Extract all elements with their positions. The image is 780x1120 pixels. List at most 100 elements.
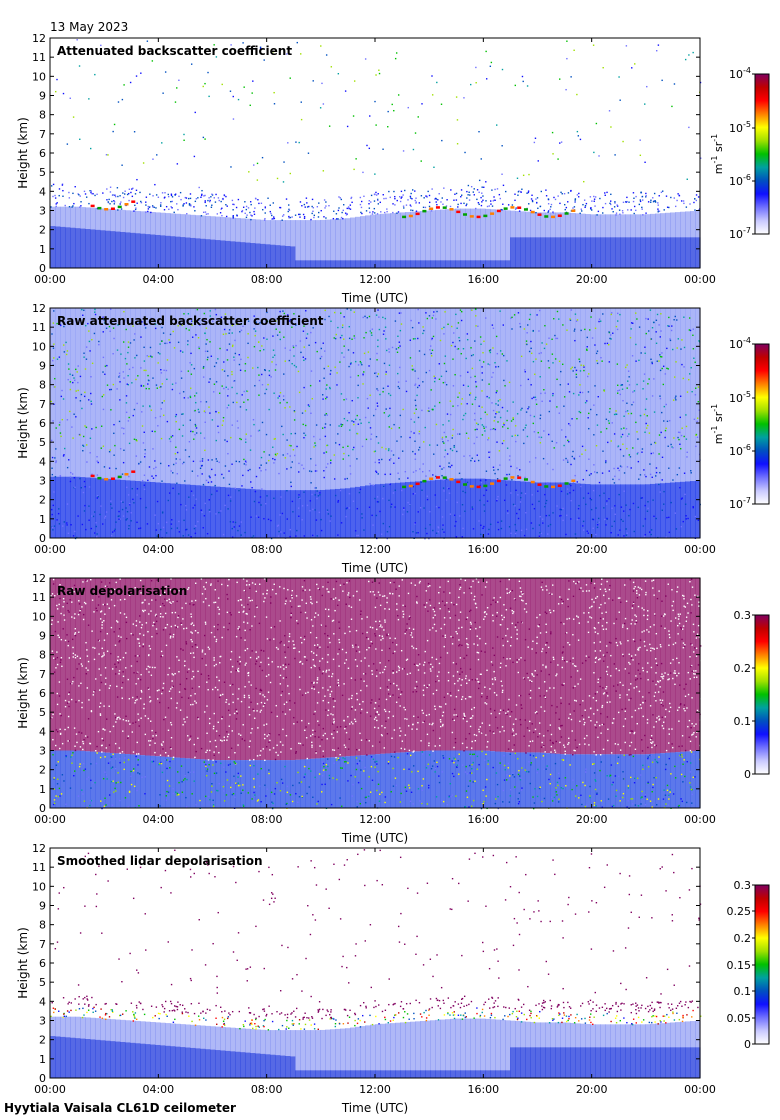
y-axis-label: Height (km) bbox=[16, 387, 30, 458]
colorbar-tick-label: 0.15 bbox=[727, 959, 752, 972]
x-tick-label: 00:00 bbox=[684, 273, 716, 286]
x-tick-label: 16:00 bbox=[467, 1083, 499, 1096]
plot-title: Raw depolarisation bbox=[57, 584, 187, 598]
y-tick-label: 3 bbox=[39, 745, 46, 758]
y-tick-label: 11 bbox=[32, 321, 46, 334]
cloud-layer-mark bbox=[530, 210, 535, 214]
cloud-layer-mark bbox=[476, 485, 481, 489]
y-tick-label: 5 bbox=[39, 706, 46, 719]
y-tick-label: 4 bbox=[39, 185, 46, 198]
plot-title: Attenuated backscatter coefficient bbox=[57, 44, 292, 58]
y-tick-label: 0 bbox=[39, 532, 46, 545]
x-tick-label: 16:00 bbox=[467, 543, 499, 556]
cloud-layer-mark bbox=[503, 207, 508, 210]
heatmap-field bbox=[50, 38, 702, 268]
y-tick-label: 3 bbox=[39, 475, 46, 488]
x-tick-label: 16:00 bbox=[467, 273, 499, 286]
panel-smoothed-depolarisation: Smoothed lidar depolarisation 0 1 2 3 4 5 6 7 8 9 1… bbox=[0, 842, 780, 1118]
y-tick-label: 6 bbox=[39, 147, 46, 160]
x-axis-label: Time (UTC) bbox=[341, 561, 408, 575]
x-tick-label: 12:00 bbox=[359, 813, 391, 826]
cloud-layer-mark bbox=[510, 206, 515, 209]
y-tick-label: 4 bbox=[39, 995, 46, 1008]
cloud-layer-mark bbox=[523, 478, 528, 481]
y-tick-label: 4 bbox=[39, 455, 46, 468]
x-tick-label: 00:00 bbox=[34, 543, 66, 556]
x-tick-label: 00:00 bbox=[684, 813, 716, 826]
y-tick-label: 8 bbox=[39, 919, 46, 932]
cloud-layer-mark bbox=[110, 207, 115, 211]
heatmap-field bbox=[50, 308, 701, 540]
y-tick-label: 1 bbox=[39, 783, 46, 796]
cloud-layer-mark bbox=[557, 484, 562, 488]
colorbar-tick-label: 0 bbox=[744, 768, 751, 781]
y-tick-label: 9 bbox=[39, 900, 46, 913]
colorbar-tick-label: 10-6 bbox=[729, 173, 751, 188]
colorbar-unit-label: m-1 sr-1 bbox=[710, 404, 725, 444]
colorbar bbox=[754, 884, 770, 1045]
colorbar bbox=[754, 343, 770, 505]
cloud-layer-mark bbox=[422, 479, 427, 483]
y-tick-label: 5 bbox=[39, 976, 46, 989]
cloud-layer-mark bbox=[537, 213, 542, 216]
cloud-layer-mark bbox=[131, 470, 136, 473]
x-tick-label: 04:00 bbox=[142, 1083, 174, 1096]
y-tick-label: 1 bbox=[39, 1053, 46, 1066]
cloud-layer-mark bbox=[124, 203, 129, 206]
x-tick-label: 00:00 bbox=[34, 1083, 66, 1096]
colorbar-tick-label: 10-5 bbox=[729, 120, 751, 135]
y-tick-label: 12 bbox=[32, 842, 46, 855]
cloud-layer-mark bbox=[503, 477, 508, 480]
cloud-layer-mark bbox=[442, 476, 447, 479]
cloud-layer-mark bbox=[90, 474, 95, 478]
y-tick-label: 12 bbox=[32, 32, 46, 45]
panel-raw-backscatter: Raw attenuated backscatter coefficient 0 1… bbox=[0, 302, 780, 578]
panel-raw-depolarisation: Raw depolarisation 0 1 2 3 4 5 6 7 8 9 10 11 12 00:00 0… bbox=[0, 572, 780, 848]
cloud-layer-mark bbox=[97, 476, 102, 480]
colorbar bbox=[754, 73, 770, 235]
colorbar-tick-label: 0.05 bbox=[727, 1012, 752, 1025]
cloud-layer-mark bbox=[408, 214, 413, 218]
x-tick-label: 00:00 bbox=[34, 273, 66, 286]
cloud-layer-mark bbox=[564, 212, 569, 215]
x-tick-label: 12:00 bbox=[359, 543, 391, 556]
y-tick-label: 8 bbox=[39, 109, 46, 122]
y-tick-label: 2 bbox=[39, 1034, 46, 1047]
cloud-layer-mark bbox=[469, 215, 474, 218]
y-tick-label: 8 bbox=[39, 379, 46, 392]
cloud-layer-mark bbox=[551, 485, 556, 489]
chart-raw_backscatter: Raw attenuated backscatter coefficient 0 1… bbox=[16, 302, 770, 575]
cloud-layer-mark bbox=[429, 477, 434, 480]
cloud-layer-mark bbox=[449, 208, 454, 211]
cloud-layer-mark bbox=[510, 476, 515, 479]
cloud-layer-mark bbox=[408, 484, 413, 488]
heatmap-field bbox=[50, 848, 702, 1078]
x-axis-label: Time (UTC) bbox=[341, 1101, 408, 1115]
cloud-layer-mark bbox=[496, 209, 501, 213]
heatmap-field bbox=[50, 578, 702, 810]
colorbar bbox=[754, 614, 770, 775]
cloud-layer-mark bbox=[469, 485, 474, 488]
x-tick-label: 20:00 bbox=[576, 813, 608, 826]
cloud-layer-mark bbox=[402, 215, 407, 219]
plot-title: Raw attenuated backscatter coefficient bbox=[57, 314, 324, 328]
x-tick-label: 08:00 bbox=[251, 1083, 283, 1096]
colorbar-tick-label: 0.1 bbox=[734, 985, 752, 998]
cloud-layer-mark bbox=[97, 206, 102, 210]
cloud-layer-mark bbox=[415, 482, 420, 486]
cloud-layer-mark bbox=[117, 475, 122, 479]
y-tick-label: 7 bbox=[39, 398, 46, 411]
y-tick-label: 10 bbox=[32, 880, 46, 893]
chart-smoothed_depol: Smoothed lidar depolarisation01234567891… bbox=[16, 842, 770, 1115]
y-tick-label: 4 bbox=[39, 725, 46, 738]
cloud-layer-mark bbox=[456, 480, 461, 484]
colorbar-tick-label: 0.25 bbox=[727, 905, 752, 918]
x-axis-label: Time (UTC) bbox=[341, 831, 408, 845]
y-axis-label: Height (km) bbox=[16, 117, 30, 188]
y-tick-label: 9 bbox=[39, 90, 46, 103]
y-tick-label: 10 bbox=[32, 610, 46, 623]
panel-backscatter: Attenuated backscatter coefficient 0 1 2 3 4 5… bbox=[0, 32, 780, 308]
instrument-label: Hyytiala Vaisala CL61D ceilometer bbox=[4, 1101, 236, 1115]
cloud-layer-mark bbox=[104, 207, 109, 211]
